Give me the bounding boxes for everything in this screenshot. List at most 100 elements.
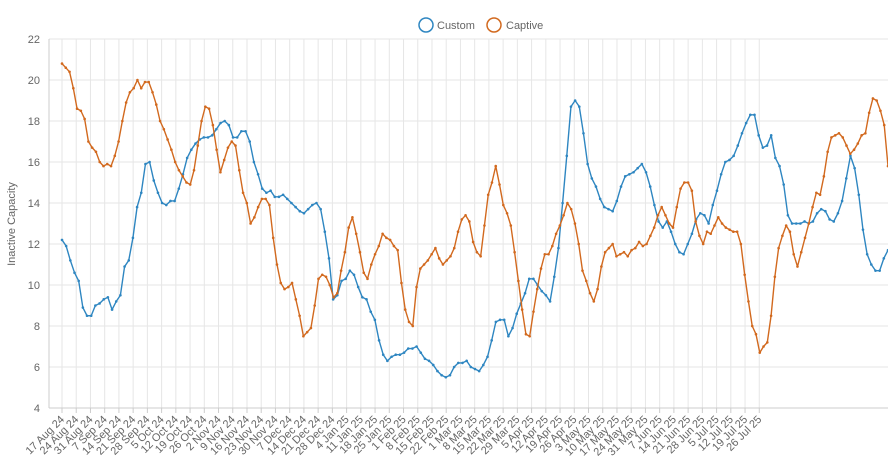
- data-point: [336, 291, 339, 295]
- data-point: [640, 162, 644, 166]
- data-point: [882, 123, 886, 127]
- data-point: [83, 117, 86, 121]
- legend-marker: [418, 17, 434, 33]
- data-point: [464, 214, 467, 217]
- data-point: [690, 232, 694, 236]
- data-point: [634, 246, 637, 250]
- data-point: [64, 244, 68, 248]
- data-point: [777, 246, 780, 250]
- data-point: [430, 252, 433, 256]
- legend[interactable]: Custom Captive: [418, 17, 543, 33]
- data-point: [260, 187, 264, 190]
- data-point: [294, 205, 297, 209]
- grid: [49, 38, 888, 409]
- data-point: [845, 144, 848, 147]
- data-point: [437, 257, 441, 260]
- data-point: [136, 78, 139, 82]
- data-point: [667, 222, 671, 225]
- data-point: [794, 222, 798, 225]
- data-point: [757, 134, 760, 137]
- legend-item-custom[interactable]: Custom: [418, 17, 475, 33]
- data-point: [819, 207, 823, 211]
- data-point: [75, 107, 79, 110]
- data-point: [211, 123, 215, 127]
- y-tick-label: 22: [28, 34, 40, 46]
- data-point: [219, 121, 222, 125]
- data-point: [799, 222, 802, 225]
- data-point: [728, 228, 731, 231]
- data-point: [202, 136, 206, 139]
- data-point: [792, 252, 796, 256]
- data-point: [603, 250, 607, 254]
- data-point: [287, 285, 290, 289]
- data-point: [790, 222, 794, 225]
- data-point: [544, 293, 548, 297]
- data-point: [547, 252, 550, 256]
- data-point: [166, 138, 169, 141]
- data-point: [244, 129, 247, 133]
- series-layer: [60, 62, 888, 379]
- y-tick-label: 20: [28, 75, 40, 87]
- data-point: [77, 279, 80, 283]
- data-point: [878, 269, 881, 272]
- data-point: [778, 164, 781, 168]
- data-point: [128, 91, 132, 94]
- data-point: [248, 140, 252, 143]
- data-point: [361, 296, 364, 299]
- data-point: [803, 220, 806, 223]
- data-point: [561, 201, 564, 205]
- data-point: [671, 226, 675, 229]
- data-point: [170, 148, 173, 151]
- data-point: [648, 185, 652, 188]
- data-point: [230, 140, 234, 143]
- data-point: [594, 185, 598, 188]
- data-point: [520, 308, 524, 311]
- data-point: [294, 298, 298, 301]
- data-point: [273, 195, 277, 199]
- data-point: [590, 177, 594, 180]
- data-point: [281, 193, 285, 197]
- legend-item-captive[interactable]: Captive: [486, 17, 543, 33]
- data-point: [317, 277, 320, 281]
- data-point: [860, 134, 863, 137]
- data-point: [407, 320, 411, 324]
- data-point: [188, 183, 192, 186]
- data-point: [85, 314, 89, 318]
- data-point: [151, 91, 154, 94]
- data-point: [719, 173, 723, 176]
- data-point: [352, 273, 356, 277]
- data-point: [144, 162, 147, 166]
- data-point: [162, 127, 166, 131]
- data-point: [269, 189, 272, 192]
- data-point: [298, 209, 302, 213]
- data-point: [240, 129, 243, 133]
- data-point: [622, 250, 626, 254]
- data-point: [436, 369, 439, 373]
- data-point: [557, 246, 560, 250]
- data-point: [427, 359, 431, 363]
- data-point: [347, 226, 350, 229]
- series-captive: [60, 62, 888, 354]
- data-point: [865, 252, 869, 256]
- data-point: [548, 300, 552, 303]
- data-point: [515, 312, 519, 316]
- data-point: [419, 351, 423, 354]
- data-point: [535, 287, 539, 291]
- data-point: [177, 168, 181, 172]
- data-point: [619, 185, 623, 188]
- data-point: [366, 277, 369, 281]
- data-point: [60, 62, 64, 65]
- data-point: [94, 150, 98, 154]
- data-point: [173, 199, 176, 203]
- data-point: [874, 269, 877, 272]
- data-point: [822, 175, 826, 178]
- data-point: [875, 99, 878, 102]
- data-point: [215, 127, 218, 131]
- legend-label: Custom: [437, 20, 475, 32]
- data-point: [160, 201, 164, 205]
- data-point: [502, 318, 506, 322]
- data-point: [766, 341, 769, 344]
- data-point: [73, 271, 76, 275]
- data-point: [331, 298, 335, 301]
